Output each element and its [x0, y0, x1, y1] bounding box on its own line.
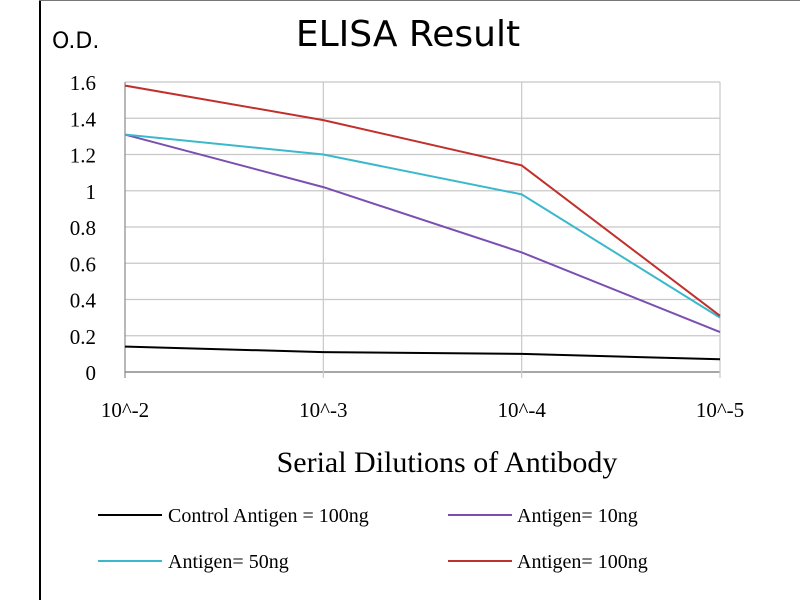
y-tick-label: 0.8 — [70, 216, 96, 240]
x-tick-label: 10^-2 — [101, 398, 149, 422]
y-tick-label: 0 — [86, 361, 97, 385]
y-tick-label: 0.2 — [70, 325, 96, 349]
y-tick-label: 1.2 — [70, 144, 96, 168]
legend-label-1: Control Antigen = 100ng — [168, 505, 369, 527]
series-line-2 — [124, 133, 721, 334]
frame-top-border — [39, 0, 800, 1]
y-tick-label: 1 — [86, 180, 97, 204]
grid — [124, 81, 721, 378]
series-line-3 — [124, 133, 721, 319]
frame-left-border — [39, 0, 41, 600]
x-tick-label: 10^-3 — [299, 398, 347, 422]
y-tick-label: 1.4 — [70, 107, 97, 131]
y-tick-label: 1.6 — [70, 71, 96, 95]
x-tick-label: 10^-4 — [497, 398, 546, 422]
series-line-4 — [124, 84, 721, 317]
legend-label-3: Antigen= 50ng — [168, 551, 289, 573]
y-tick-labels: 0 0.2 0.4 0.6 0.8 1 1.2 1.4 1.6 — [70, 71, 97, 385]
series-lines — [124, 84, 721, 361]
x-tick-labels: 10^-2 10^-3 10^-4 10^-5 — [101, 398, 744, 422]
chart-title: ELISA Result — [296, 14, 520, 55]
y-tick-label: 0.4 — [70, 289, 97, 313]
legend-label-4: Antigen= 100ng — [517, 551, 648, 573]
y-tick-label: 0.6 — [70, 252, 96, 276]
series-line-1 — [124, 345, 721, 361]
x-axis-label: Serial Dilutions of Antibody — [277, 446, 618, 479]
legend-label-2: Antigen= 10ng — [517, 505, 638, 527]
y-axis-label: O.D. — [52, 29, 99, 54]
x-tick-label: 10^-5 — [696, 398, 744, 422]
legend: Control Antigen = 100ng Antigen= 10ng Anti… — [98, 505, 648, 573]
